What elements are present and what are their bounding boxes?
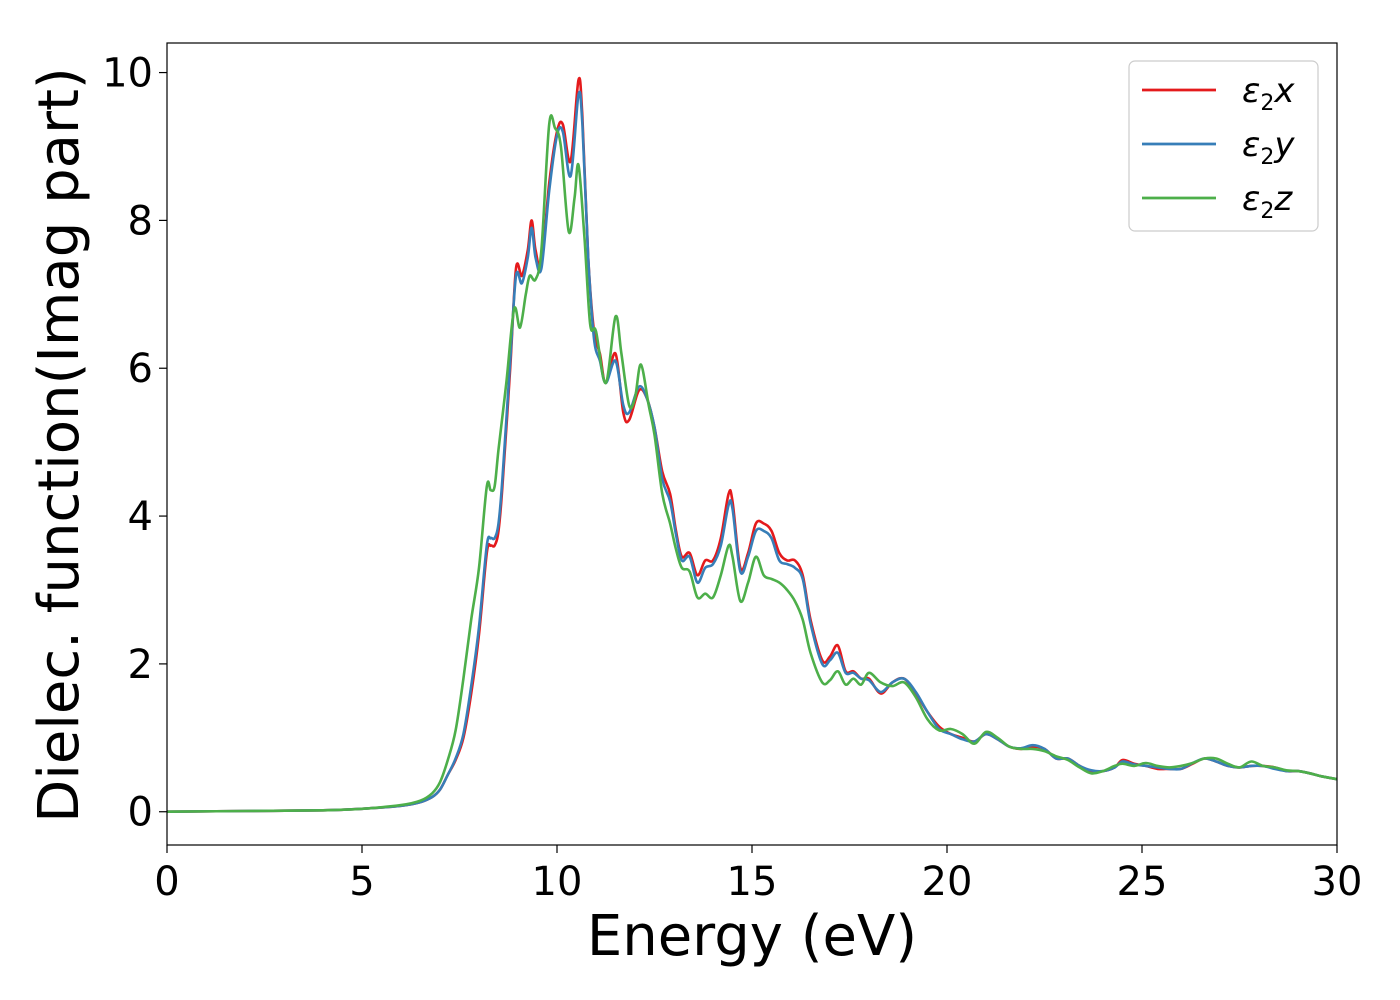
x-tick-label: 5: [349, 859, 374, 905]
x-axis-label: Energy (eV): [587, 904, 917, 969]
x-tick-label: 20: [922, 859, 973, 905]
y-tick-label: 0: [128, 790, 153, 836]
y-tick-label: 2: [128, 642, 153, 688]
x-tick-label: 30: [1312, 859, 1363, 905]
x-tick-label: 25: [1117, 859, 1168, 905]
y-axis-label: Dielec. function(Imag part): [27, 67, 92, 823]
x-tick-label: 15: [727, 859, 778, 905]
y-tick-label: 6: [128, 346, 153, 392]
legend-box: [1128, 60, 1319, 232]
series-line-y: [166, 90, 1338, 813]
legend-label-x: ε2x: [1242, 71, 1295, 116]
x-tick-label: 10: [532, 859, 583, 905]
y-axis-ticks: 0 2 4 6 8 10: [102, 51, 167, 836]
legend-label-z: ε2z: [1242, 179, 1293, 224]
y-tick-label: 4: [128, 494, 153, 540]
y-tick-label: 8: [128, 198, 153, 244]
legend-label-y: ε2y: [1242, 125, 1295, 170]
x-tick-label: 0: [154, 859, 179, 905]
legend: ε2x ε2y ε2z: [1128, 60, 1319, 232]
x-axis-ticks: 0 5 10 15 20 25 30: [154, 845, 1362, 905]
series-line-z: [166, 114, 1338, 813]
y-tick-label: 10: [102, 51, 153, 97]
series-layer: [166, 76, 1338, 813]
